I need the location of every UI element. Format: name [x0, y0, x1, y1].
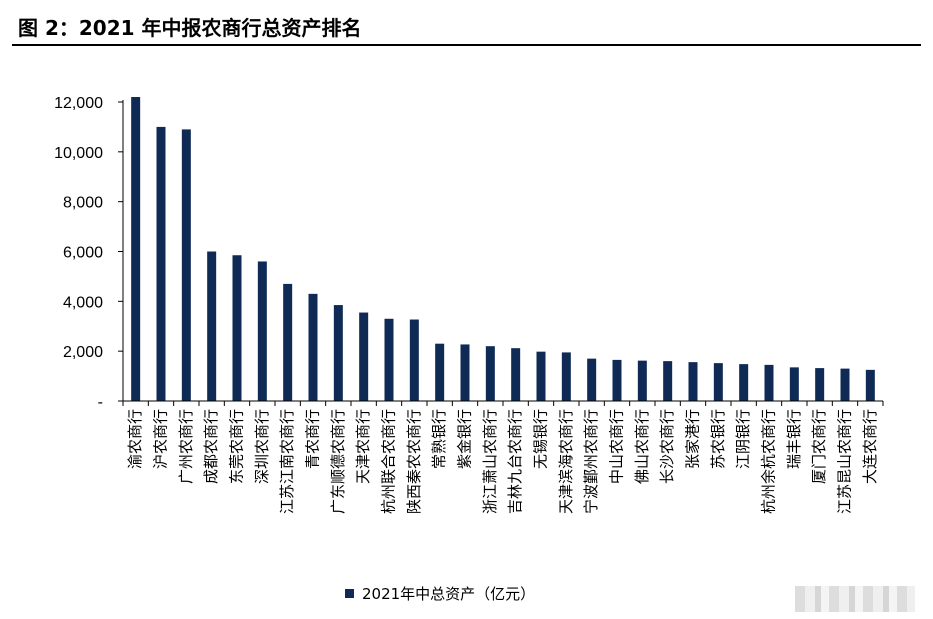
- bar: [764, 364, 774, 401]
- x-tick-label: 陕西秦农农商行: [405, 409, 423, 514]
- x-tick-label: 深圳农商行: [253, 409, 271, 484]
- x-tick-label: 苏农银行: [709, 409, 727, 469]
- x-tick-label: 佛山农商行: [633, 409, 651, 484]
- y-tick-label: 10,000: [54, 145, 103, 162]
- x-tick-label: 大连农商行: [861, 409, 879, 484]
- bar: [232, 255, 242, 401]
- y-tick-label: 4,000: [63, 294, 103, 311]
- title-rule: [12, 44, 921, 46]
- blurred-watermark-icon: [795, 586, 915, 612]
- y-tick-label: -: [98, 394, 103, 411]
- bar: [688, 362, 698, 401]
- bar: [840, 368, 850, 401]
- bar: [713, 363, 723, 401]
- x-tick-label: 杭州余杭农商行: [760, 409, 778, 514]
- x-tick-label: 江苏江南农商行: [278, 409, 296, 514]
- x-tick-label: 东莞农商行: [228, 409, 246, 484]
- y-tick-label: 2,000: [63, 344, 103, 361]
- bar: [283, 283, 293, 401]
- x-tick-label: 宁波鄞州农商行: [582, 409, 600, 514]
- bar: [435, 343, 445, 401]
- bar: [156, 126, 166, 402]
- x-tick-label: 江苏昆山农商行: [836, 409, 854, 514]
- y-tick-label: 8,000: [63, 195, 103, 212]
- x-tick-label: 天津滨海农商行: [557, 409, 575, 514]
- x-tick-label: 江阴银行: [734, 409, 752, 469]
- bar: [865, 369, 875, 401]
- y-axis: - 2,000 4,000 6,000 8,000 10,000 12,000: [54, 95, 124, 411]
- x-tick-label: 广州农商行: [177, 409, 195, 484]
- x-tick-label: 常熟银行: [430, 409, 448, 469]
- bar: [536, 351, 546, 401]
- bar: [612, 359, 622, 401]
- bar: [587, 358, 597, 401]
- x-tick-label: 无锡银行: [532, 409, 550, 469]
- bar: [359, 312, 369, 401]
- x-tick-label: 天津农商行: [354, 409, 372, 484]
- bar: [181, 129, 191, 402]
- legend: 2021年中总资产（亿元）: [345, 583, 535, 603]
- x-tick-label: 成都农商行: [202, 409, 220, 484]
- bar: [409, 319, 419, 401]
- x-tick-label: 杭州联合农商行: [380, 409, 398, 514]
- x-tick-label: 广东顺德农商行: [329, 409, 347, 514]
- x-tick-label: 中山农商行: [608, 409, 626, 484]
- y-tick-label: 6,000: [63, 245, 103, 262]
- x-tick-label: 厦门农商行: [810, 409, 828, 484]
- bar: [384, 318, 394, 401]
- figure-title: 图 2：2021 年中报农商行总资产排名: [18, 16, 362, 40]
- bar: [207, 251, 217, 401]
- y-tick-label: 12,000: [54, 95, 103, 112]
- x-tick-label: 渝农商行: [126, 409, 144, 469]
- x-tick-label: 吉林九台农商行: [506, 409, 524, 514]
- figure-header: 图 2：2021 年中报农商行总资产排名: [0, 0, 921, 46]
- bar: [663, 361, 673, 401]
- x-axis: 渝农商行 沪农商行 广州农商行 成都农商行 东莞农商行 深圳农商行 江苏江南农商行 青农商行广…: [122, 400, 884, 514]
- bar: [131, 97, 141, 402]
- bar: [789, 367, 799, 401]
- bar: [460, 344, 470, 401]
- bar: [333, 305, 343, 401]
- x-tick-label: 青农商行: [304, 409, 322, 469]
- bar: [257, 261, 267, 401]
- bar: [739, 364, 749, 401]
- x-tick-label: 瑞丰银行: [785, 409, 803, 469]
- bar: [308, 293, 318, 401]
- x-tick-label: 张家港行: [684, 409, 702, 469]
- legend-label: 2021年中总资产（亿元）: [362, 584, 536, 603]
- legend-swatch: [345, 588, 354, 598]
- x-tick-label: 沪农商行: [152, 409, 170, 469]
- bar: [637, 360, 647, 401]
- x-tick-label: 长沙农商行: [658, 409, 676, 484]
- bar: [561, 352, 571, 401]
- bar: [815, 368, 825, 401]
- bar: [485, 346, 495, 401]
- x-tick-label: 浙江萧山农商行: [481, 409, 499, 514]
- bars-group: [131, 97, 875, 402]
- x-tick-label: 紫金银行: [456, 409, 474, 469]
- bar: [511, 348, 521, 401]
